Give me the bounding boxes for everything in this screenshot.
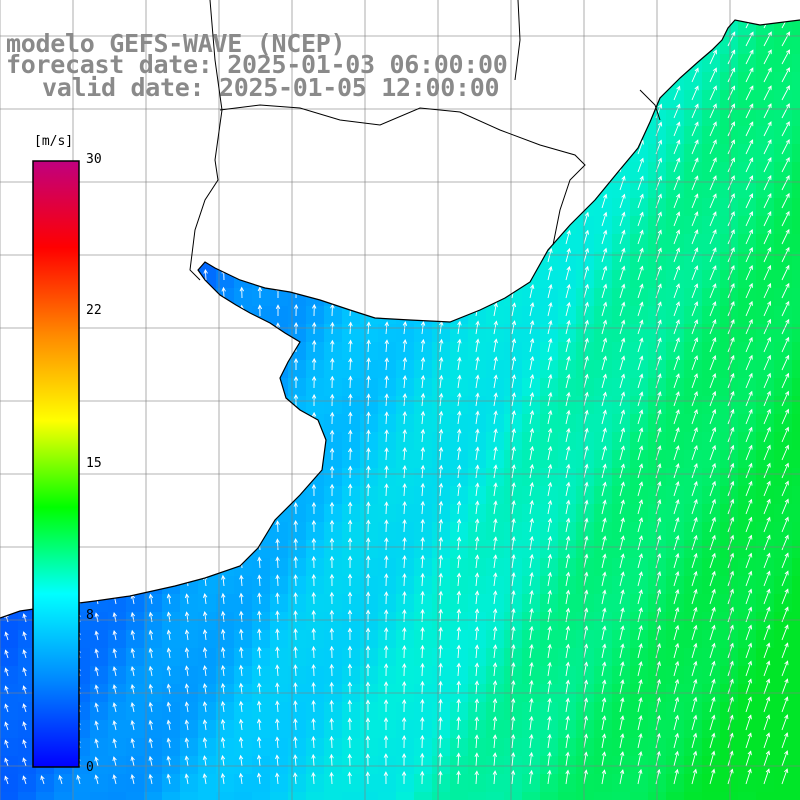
valid-date-label: valid date: 2025-01-05 12:00:00 [42, 73, 500, 102]
colorbar-unit-label: [m/s] [34, 134, 74, 149]
colorbar-tick-8: 8 [86, 608, 94, 623]
colorbar-tick-15: 15 [86, 456, 102, 471]
colorbar-tick-0: 0 [86, 760, 94, 775]
forecast-date-label: forecast date: 2025-01-03 06:00:00 [6, 50, 508, 79]
colorbar-tick-22: 22 [86, 303, 102, 318]
colorbar-tick-30: 30 [86, 152, 102, 167]
coastline [0, 0, 800, 619]
colorbar [32, 160, 80, 768]
model-title: modelo GEFS-WAVE (NCEP) [6, 29, 346, 58]
